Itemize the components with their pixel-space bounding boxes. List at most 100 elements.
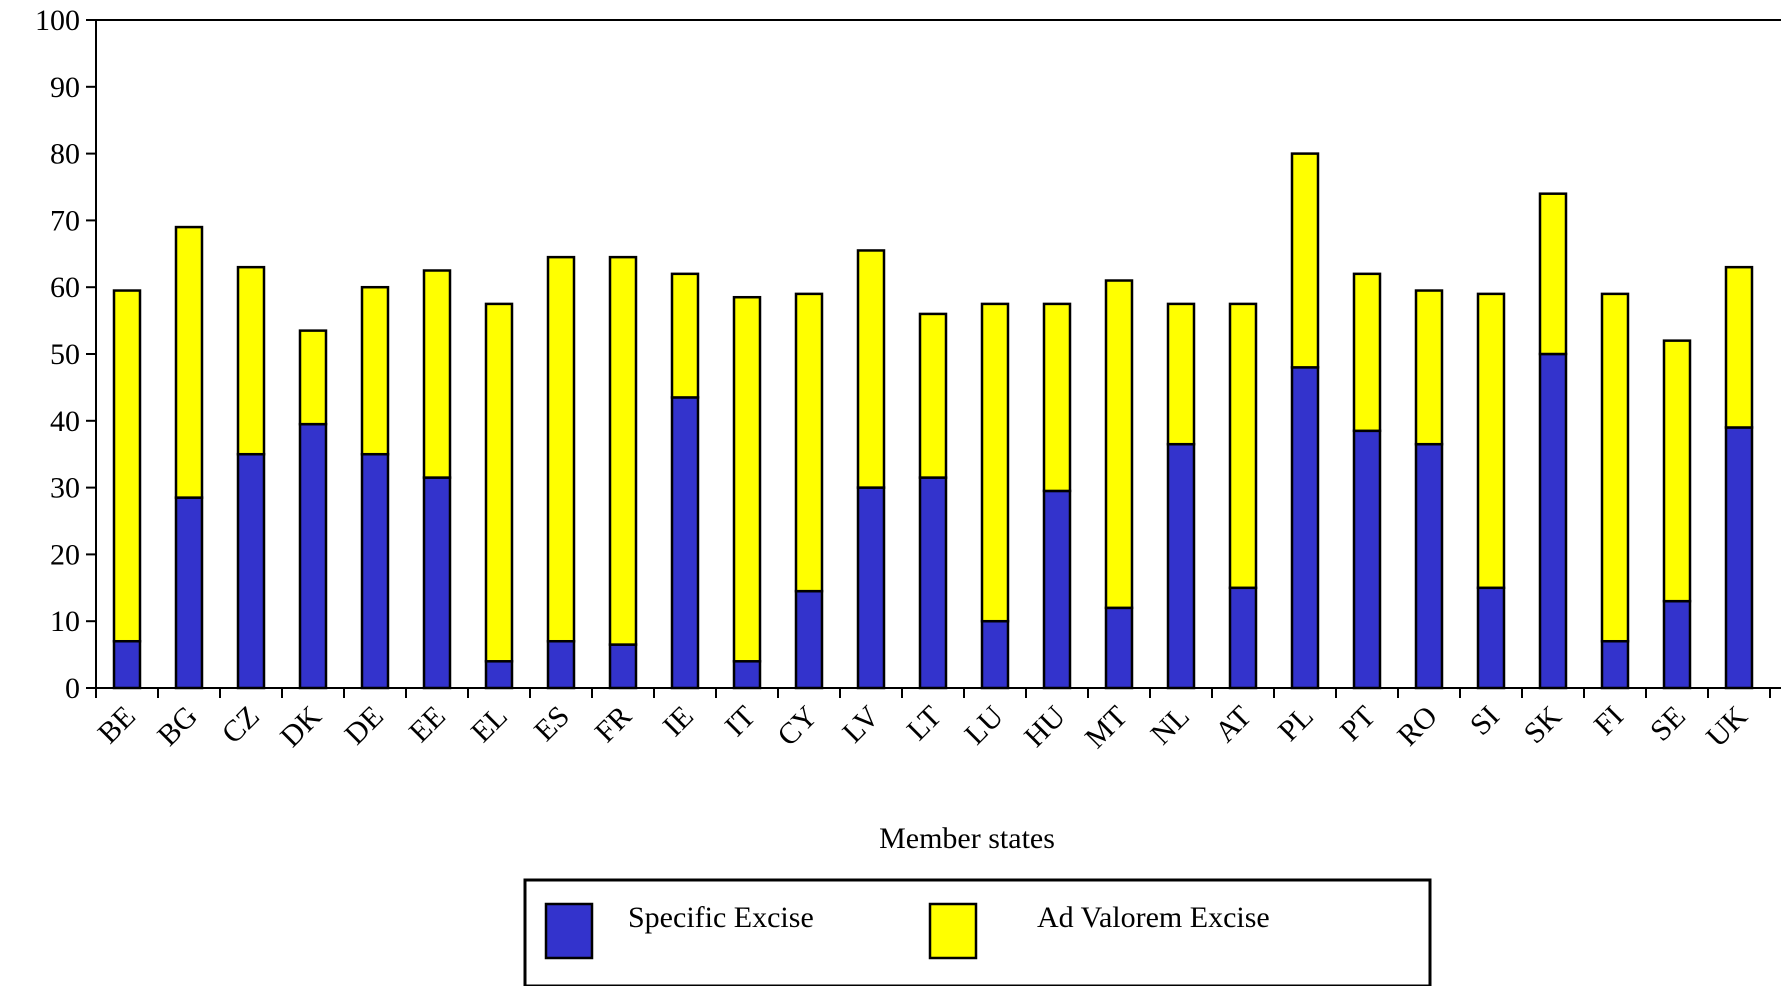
x-tick-label: ES <box>528 700 576 748</box>
x-tick-label: MT <box>1079 700 1134 755</box>
bar-specific-ee <box>422 476 452 690</box>
bar-specific-be <box>112 639 142 690</box>
bar-specific-cz <box>236 452 266 690</box>
bar-ad-valorem-lu <box>980 302 1010 623</box>
bar-ad-valorem-cz <box>236 265 266 456</box>
y-tick-label: 30 <box>50 472 80 505</box>
bar-specific-fr <box>608 643 638 690</box>
legend: Specific Excise Ad Valorem Excise <box>523 878 1432 986</box>
y-tick-label: 80 <box>50 138 80 171</box>
bar-ad-valorem-se <box>1662 339 1692 603</box>
bar-specific-lu <box>980 619 1010 690</box>
y-tick-label: 90 <box>50 71 80 104</box>
bar-ad-valorem-at <box>1228 302 1258 590</box>
x-tick-label: EE <box>403 700 452 749</box>
x-tick-label: IE <box>657 700 700 743</box>
bars <box>112 152 1754 690</box>
bar-ad-valorem-lt <box>918 312 948 479</box>
bar-ad-valorem-dk <box>298 329 328 426</box>
bar-specific-lt <box>918 476 948 690</box>
y-tick-label: 100 <box>35 4 80 37</box>
x-tick-label: SK <box>1517 699 1568 750</box>
bar-specific-pt <box>1352 429 1382 690</box>
bar-specific-pl <box>1290 366 1320 690</box>
y-tick-label: 70 <box>50 204 80 237</box>
bar-ad-valorem-ie <box>670 272 700 399</box>
x-tick-label: CY <box>771 700 824 753</box>
bar-ad-valorem-ro <box>1414 289 1444 446</box>
bar-specific-dk <box>298 422 328 690</box>
bar-ad-valorem-si <box>1476 292 1506 590</box>
legend-swatch-ad-valorem <box>928 902 978 960</box>
x-tick-label: LT <box>901 700 948 747</box>
bar-specific-lv <box>856 486 886 690</box>
x-tick-label: BG <box>151 700 204 753</box>
x-tick-label: IT <box>719 700 762 743</box>
bar-ad-valorem-sk <box>1538 192 1568 356</box>
bar-specific-at <box>1228 586 1258 690</box>
x-tick-label: PT <box>1334 700 1382 748</box>
y-tick-label: 0 <box>65 672 80 705</box>
bar-specific-es <box>546 639 576 690</box>
bar-specific-de <box>360 452 390 690</box>
x-tick-label: SE <box>1644 700 1692 748</box>
legend-label-specific: Specific Excise <box>628 901 814 934</box>
x-tick-label: DK <box>274 699 328 753</box>
bar-ad-valorem-el <box>484 302 514 663</box>
bar-ad-valorem-it <box>732 295 762 663</box>
x-tick-label: FI <box>1588 700 1630 742</box>
bar-specific-si <box>1476 586 1506 690</box>
x-tick-label: BE <box>92 700 142 750</box>
legend-label-ad-valorem: Ad Valorem Excise <box>1037 901 1270 934</box>
bar-specific-it <box>732 660 762 690</box>
bar-ad-valorem-pt <box>1352 272 1382 433</box>
bar-ad-valorem-de <box>360 285 390 456</box>
bar-specific-se <box>1662 599 1692 690</box>
y-axis: 0 10 20 30 40 50 60 70 80 90 100 <box>35 4 96 705</box>
bar-specific-el <box>484 660 514 690</box>
x-tick-label: RO <box>1391 700 1444 753</box>
legend-box <box>523 878 1432 986</box>
x-tick-label: PL <box>1272 700 1320 748</box>
bar-specific-ro <box>1414 442 1444 690</box>
legend-swatch-specific <box>544 902 594 960</box>
x-axis-title: Member states <box>879 822 1055 855</box>
bar-ad-valorem-nl <box>1166 302 1196 446</box>
bar-specific-hu <box>1042 489 1072 690</box>
bar-ad-valorem-fi <box>1600 292 1630 643</box>
bar-specific-cy <box>794 589 824 690</box>
bar-specific-fi <box>1600 639 1630 690</box>
x-tick-label: HU <box>1018 699 1072 753</box>
bar-specific-mt <box>1104 606 1134 690</box>
bar-ad-valorem-fr <box>608 255 638 646</box>
bar-ad-valorem-hu <box>1042 302 1072 493</box>
bar-specific-sk <box>1538 352 1568 690</box>
x-tick-label: CZ <box>216 700 266 750</box>
x-tick-label: AT <box>1209 700 1258 749</box>
bar-ad-valorem-pl <box>1290 152 1320 369</box>
x-tick-label: EL <box>465 700 514 749</box>
bar-specific-bg <box>174 496 204 690</box>
y-tick-label: 40 <box>50 405 80 438</box>
y-tick-label: 50 <box>50 338 80 371</box>
bar-specific-nl <box>1166 442 1196 690</box>
bar-ad-valorem-uk <box>1724 265 1754 429</box>
x-tick-label: SI <box>1464 700 1506 742</box>
x-axis: BE BG CZ DK DE EE EL ES FR IE IT CY LV LT LU HU MT NL AT PL… <box>92 688 1771 755</box>
bar-ad-valorem-ee <box>422 269 452 479</box>
x-tick-label: LV <box>836 699 886 749</box>
x-tick-label: NL <box>1144 700 1196 752</box>
bar-ad-valorem-be <box>112 289 142 643</box>
y-tick-label: 60 <box>50 271 80 304</box>
bar-ad-valorem-bg <box>174 225 204 499</box>
x-tick-label: DE <box>338 700 390 752</box>
bar-ad-valorem-es <box>546 255 576 643</box>
bar-ad-valorem-mt <box>1104 279 1134 610</box>
x-tick-label: UK <box>1700 699 1754 753</box>
y-tick-label: 20 <box>50 538 80 571</box>
x-tick-label: FR <box>589 700 638 749</box>
bar-specific-ie <box>670 396 700 690</box>
bar-ad-valorem-cy <box>794 292 824 593</box>
x-tick-label: LU <box>958 699 1010 751</box>
